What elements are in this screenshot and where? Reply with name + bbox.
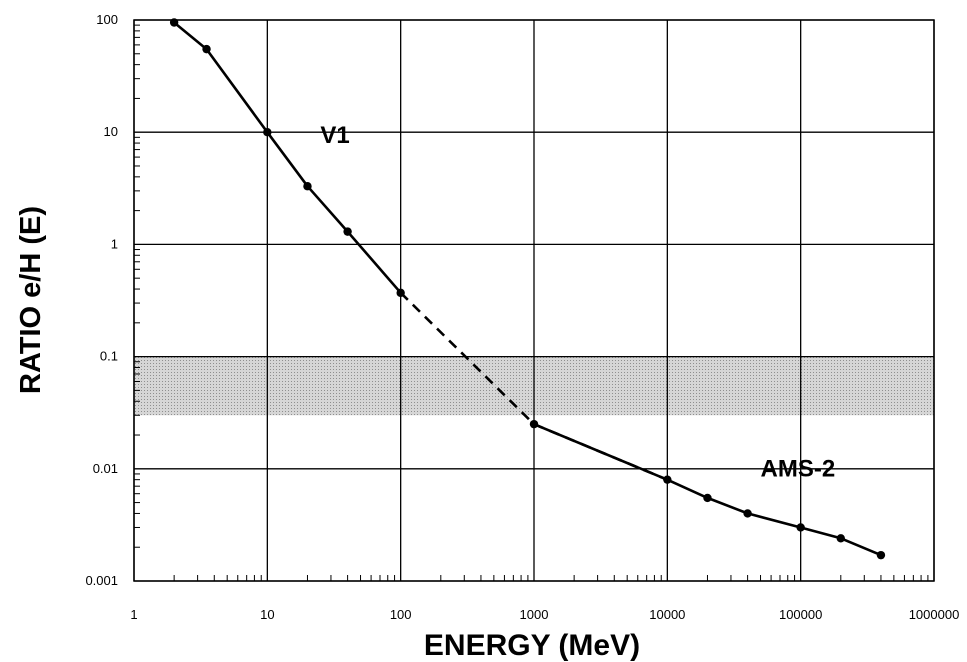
x-tick-label: 100000 xyxy=(779,607,822,622)
y-tick-label: 100 xyxy=(96,12,118,27)
data-point xyxy=(529,419,539,429)
y-tick-label: 0.1 xyxy=(100,349,118,364)
data-point xyxy=(703,493,712,503)
data-point xyxy=(343,227,352,236)
x-tick-label: 1 xyxy=(130,607,137,622)
x-tick-label: 10000 xyxy=(649,607,685,622)
x-tick-label: 10 xyxy=(260,607,274,622)
series-line-ams-2 xyxy=(533,422,882,557)
data-point xyxy=(796,523,805,532)
annotation-ams-2: AMS-2 xyxy=(761,456,836,483)
series-line-v1 xyxy=(173,21,402,294)
data-point xyxy=(836,534,846,543)
data-point xyxy=(663,475,672,484)
y-tick-label: 10 xyxy=(104,124,118,139)
x-tick-label: 1000000 xyxy=(909,607,960,622)
data-point xyxy=(263,128,272,137)
data-point xyxy=(202,44,211,54)
x-tick-label: 100 xyxy=(390,607,412,622)
y-axis-title: RATIO e/H (E) xyxy=(15,206,47,394)
x-tick-label: 1000 xyxy=(520,607,549,622)
y-tick-label: 1 xyxy=(111,236,118,251)
x-axis-title: ENERGY (MeV) xyxy=(424,629,640,662)
y-tick-label: 0.001 xyxy=(85,573,118,588)
data-point xyxy=(743,509,752,518)
y-tick-label: 0.01 xyxy=(93,461,118,476)
plot-frame xyxy=(133,19,935,582)
annotation-v1: V1 xyxy=(320,122,349,149)
data-point xyxy=(169,18,179,27)
data-point xyxy=(303,182,312,191)
data-point xyxy=(876,550,886,560)
